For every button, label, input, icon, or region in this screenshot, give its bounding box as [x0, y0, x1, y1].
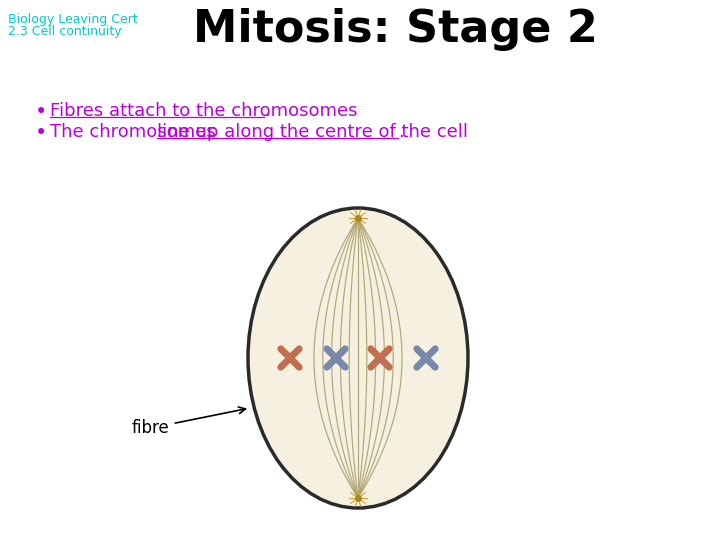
- Text: Mitosis: Stage 2: Mitosis: Stage 2: [192, 8, 598, 51]
- Text: line up along the centre of the cell: line up along the centre of the cell: [157, 123, 468, 141]
- Text: .: .: [398, 123, 404, 141]
- Text: Fibres attach to the chromosomes: Fibres attach to the chromosomes: [50, 102, 358, 120]
- Text: Biology Leaving Cert: Biology Leaving Cert: [8, 13, 138, 26]
- Text: •: •: [35, 123, 48, 143]
- Text: The chromosomes: The chromosomes: [50, 123, 221, 141]
- Text: fibre: fibre: [132, 407, 246, 437]
- Text: •: •: [35, 102, 48, 122]
- Text: .: .: [264, 102, 270, 120]
- Text: 2.3 Cell continuity: 2.3 Cell continuity: [8, 25, 122, 38]
- Ellipse shape: [248, 208, 468, 508]
